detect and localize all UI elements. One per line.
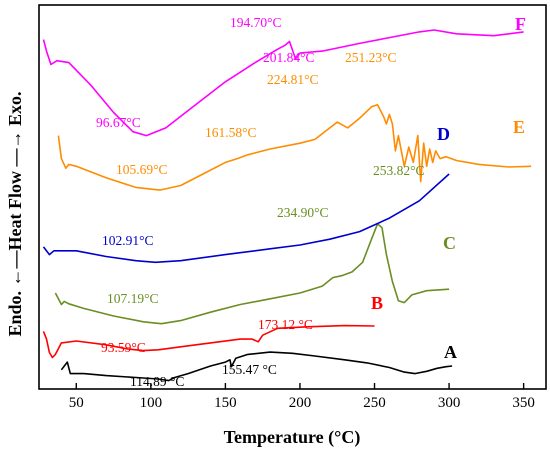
curve-labels: F E D C B A: [371, 14, 526, 362]
series-line-a: [60, 351, 453, 382]
annotation-e-1: 161.58°C: [205, 125, 257, 140]
curve-label-e: E: [513, 117, 525, 137]
x-tick-label: 100: [140, 395, 163, 411]
plot-frame: [38, 4, 547, 390]
series-line-b: [42, 324, 375, 359]
annotation-c-1: 234.90°C: [277, 205, 329, 220]
y-axis-title: Endo. ←—Heat Flow —→ Exo.: [5, 91, 25, 336]
curves-layer: [42, 29, 532, 382]
annotation-b-0: 93.59°C: [101, 340, 146, 355]
x-tick-label: 300: [438, 395, 461, 411]
x-ticks-layer: 50 100 150 200 250 300 350: [69, 383, 535, 411]
x-tick-label: 50: [69, 395, 84, 411]
annotation-f-1: 194.70°C: [230, 15, 282, 30]
annotation-c-0: 107.19°C: [107, 291, 159, 306]
x-tick-label: 150: [214, 395, 237, 411]
series-line-f: [42, 29, 524, 137]
x-axis-title: Temperature (°C): [224, 427, 361, 448]
series-line-e: [57, 104, 532, 191]
annotation-e-0: 105.69°C: [116, 162, 168, 177]
curve-label-a: A: [444, 342, 457, 362]
curve-label-c: C: [443, 233, 456, 253]
curve-label-f: F: [515, 14, 526, 34]
series-line-c: [54, 223, 450, 325]
annotation-e-3: 251.23°C: [345, 50, 397, 65]
annotation-f-0: 96.67°C: [96, 115, 141, 130]
series-line-d: [42, 173, 450, 264]
annotation-e-2: 224.81°C: [267, 72, 319, 87]
annotation-d-0: 102.91°C: [102, 233, 154, 248]
annotation-f-2: 201.84°C: [263, 50, 315, 65]
curve-label-b: B: [371, 293, 383, 313]
plot-area: 50 100 150 200 250 300 350: [38, 4, 547, 411]
curve-label-d: D: [437, 124, 450, 144]
annotation-a-0: 114.89 °C: [130, 374, 184, 389]
annotation-c-2: 253.82°C: [373, 163, 425, 178]
annotation-b-1: 173.12 °C: [258, 317, 313, 332]
annotations: 194.70°C 201.84°C 96.67°C 251.23°C 224.8…: [96, 15, 425, 389]
x-tick-label: 200: [289, 395, 312, 411]
annotation-a-1: 155.47 °C: [222, 362, 277, 377]
x-tick-label: 350: [512, 395, 535, 411]
x-tick-label: 250: [363, 395, 386, 411]
